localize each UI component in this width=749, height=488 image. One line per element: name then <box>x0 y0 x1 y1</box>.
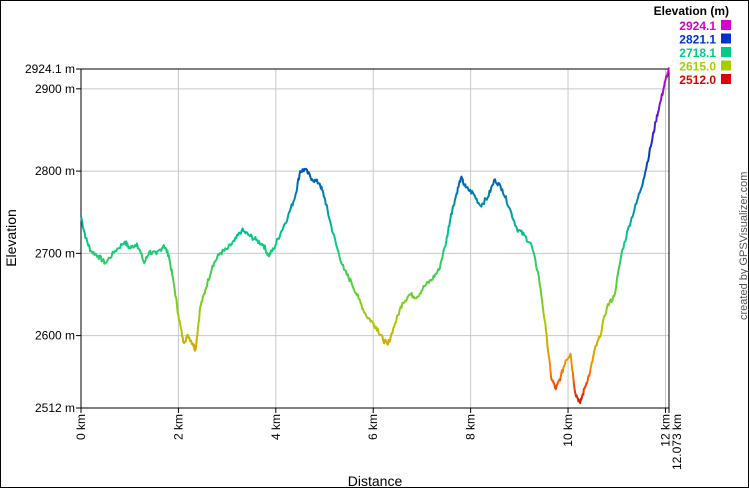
legend-swatch <box>721 60 731 71</box>
x-tick-label: 8 km <box>464 414 478 440</box>
y-tick-label: 2924.1 m <box>25 62 75 76</box>
legend-swatch <box>721 33 731 44</box>
legend-entry-label: 2718.1 <box>679 46 716 60</box>
y-tick-label: 2512 m <box>35 401 75 415</box>
legend-swatch <box>721 74 731 84</box>
legend-entry-label: 2512.0 <box>679 73 716 87</box>
legend-entry-label: 2821.1 <box>679 33 716 47</box>
y-tick-label: 2600 m <box>35 329 75 343</box>
legend-swatch <box>721 20 731 30</box>
legend-entry-label: 2924.1 <box>679 19 716 33</box>
x-tick-label: 12 km <box>658 414 672 447</box>
credit-text: created by GPSVisualizer.com <box>738 172 749 320</box>
y-tick-label: 2900 m <box>35 82 75 96</box>
y-tick-label: 2700 m <box>35 246 75 260</box>
legend-swatch <box>721 47 731 57</box>
legend-title: Elevation (m) <box>654 4 729 18</box>
y-axis-title: Elevation <box>3 209 19 267</box>
y-tick-label: 2800 m <box>35 164 75 178</box>
x-tick-label: 10 km <box>561 414 575 447</box>
elevation-profile-line <box>80 67 670 405</box>
x-tick-label: 12.073 km <box>670 414 684 470</box>
x-tick-label: 6 km <box>366 414 380 440</box>
x-tick-label: 2 km <box>171 414 185 440</box>
y-axis-ticks: 2512 m 2600 m 2700 m 2800 m 2900 m 2924.1 m <box>25 62 81 415</box>
x-tick-label: 0 km <box>74 414 88 440</box>
x-axis-title: Distance <box>348 473 403 488</box>
legend-entry-label: 2615.0 <box>679 60 716 74</box>
grid-lines <box>81 69 669 408</box>
x-tick-label: 4 km <box>269 414 283 440</box>
legend: Elevation (m) 2924.12821.12718.12615.025… <box>654 4 731 87</box>
plot-area <box>80 68 670 409</box>
